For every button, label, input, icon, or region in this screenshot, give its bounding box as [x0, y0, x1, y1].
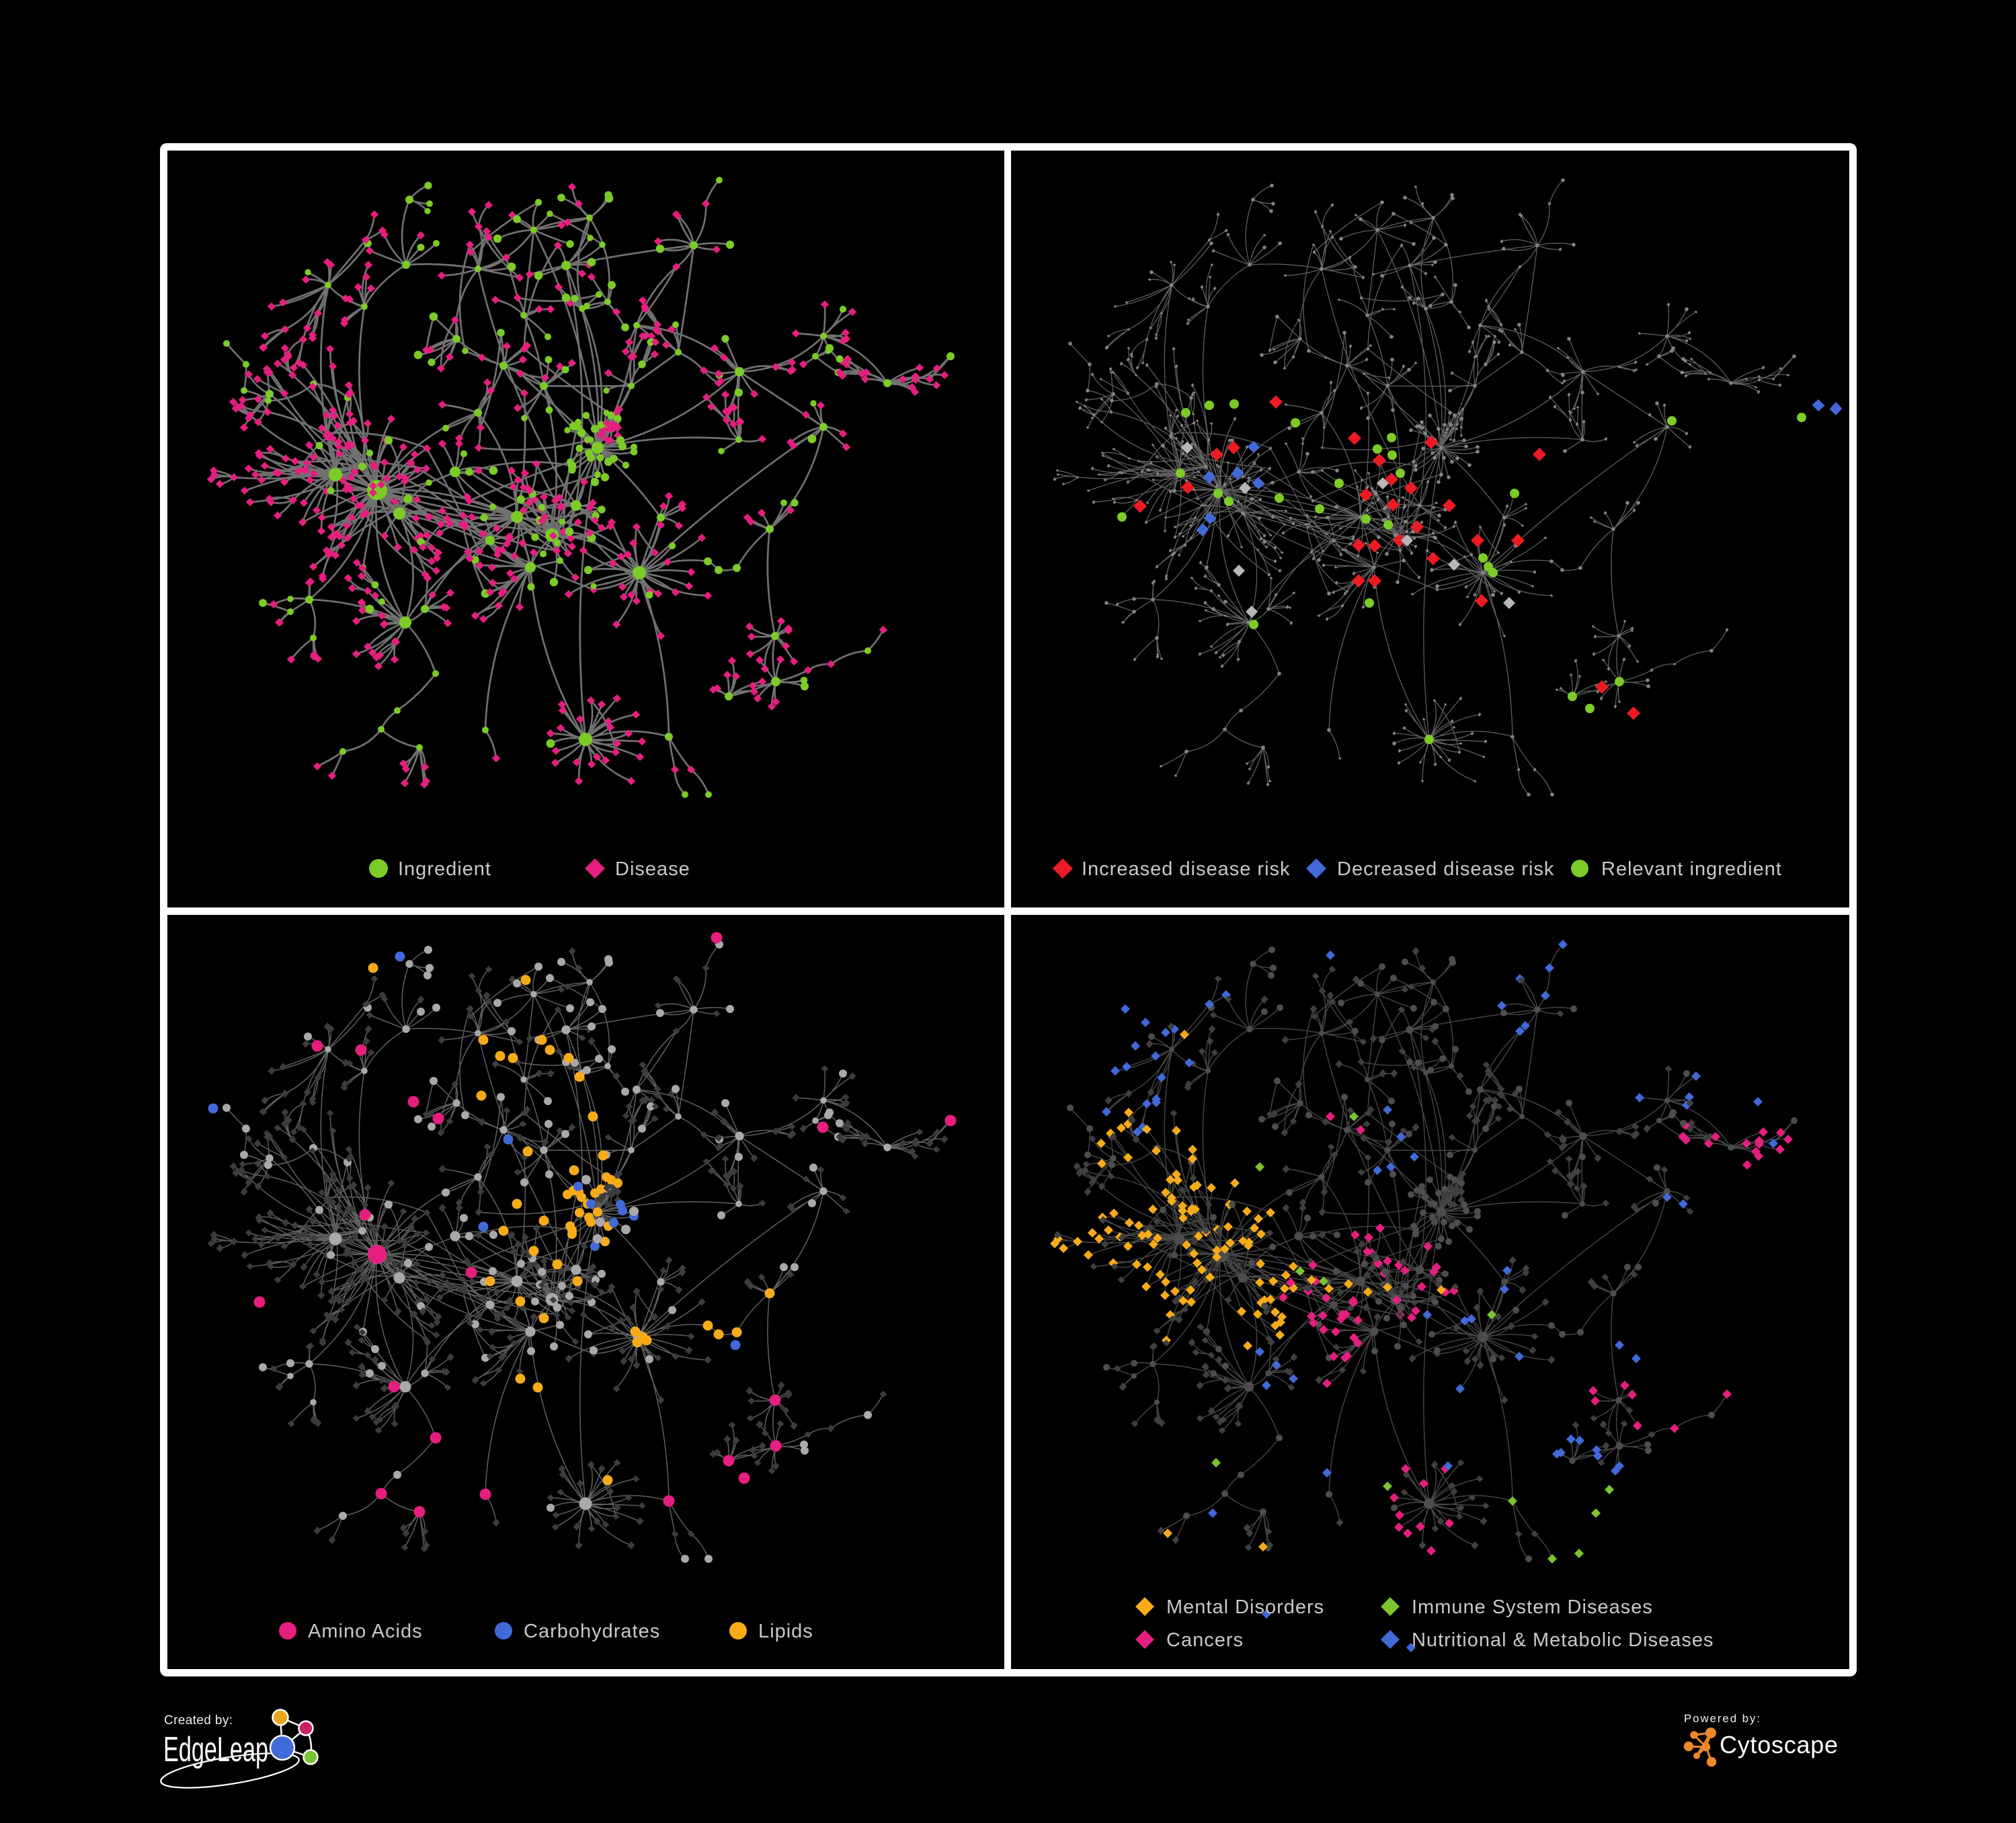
svg-text:Relevant ingredient: Relevant ingredient — [1601, 858, 1782, 880]
svg-text:Increased disease risk: Increased disease risk — [1082, 858, 1291, 880]
svg-text:Created by:: Created by: — [164, 1713, 233, 1728]
svg-text:Amino Acids: Amino Acids — [308, 1621, 423, 1642]
svg-text:Decreased disease risk: Decreased disease risk — [1337, 858, 1554, 880]
svg-text:Cancers: Cancers — [1166, 1629, 1244, 1651]
svg-text:Lipids: Lipids — [758, 1621, 813, 1642]
svg-text:Powered by:: Powered by: — [1684, 1712, 1760, 1725]
svg-text:Carbohydrates: Carbohydrates — [524, 1621, 660, 1642]
svg-text:Disease: Disease — [615, 858, 690, 880]
svg-text:Cytoscape: Cytoscape — [1720, 1731, 1838, 1758]
svg-text:Immune System Diseases: Immune System Diseases — [1412, 1596, 1653, 1618]
svg-text:Nutritional & Metabolic Diseas: Nutritional & Metabolic Diseases — [1412, 1629, 1713, 1651]
svg-text:Ingredient: Ingredient — [398, 858, 491, 880]
svg-text:EdgeLeap: EdgeLeap — [163, 1730, 268, 1769]
svg-text:Mental Disorders: Mental Disorders — [1166, 1596, 1324, 1618]
